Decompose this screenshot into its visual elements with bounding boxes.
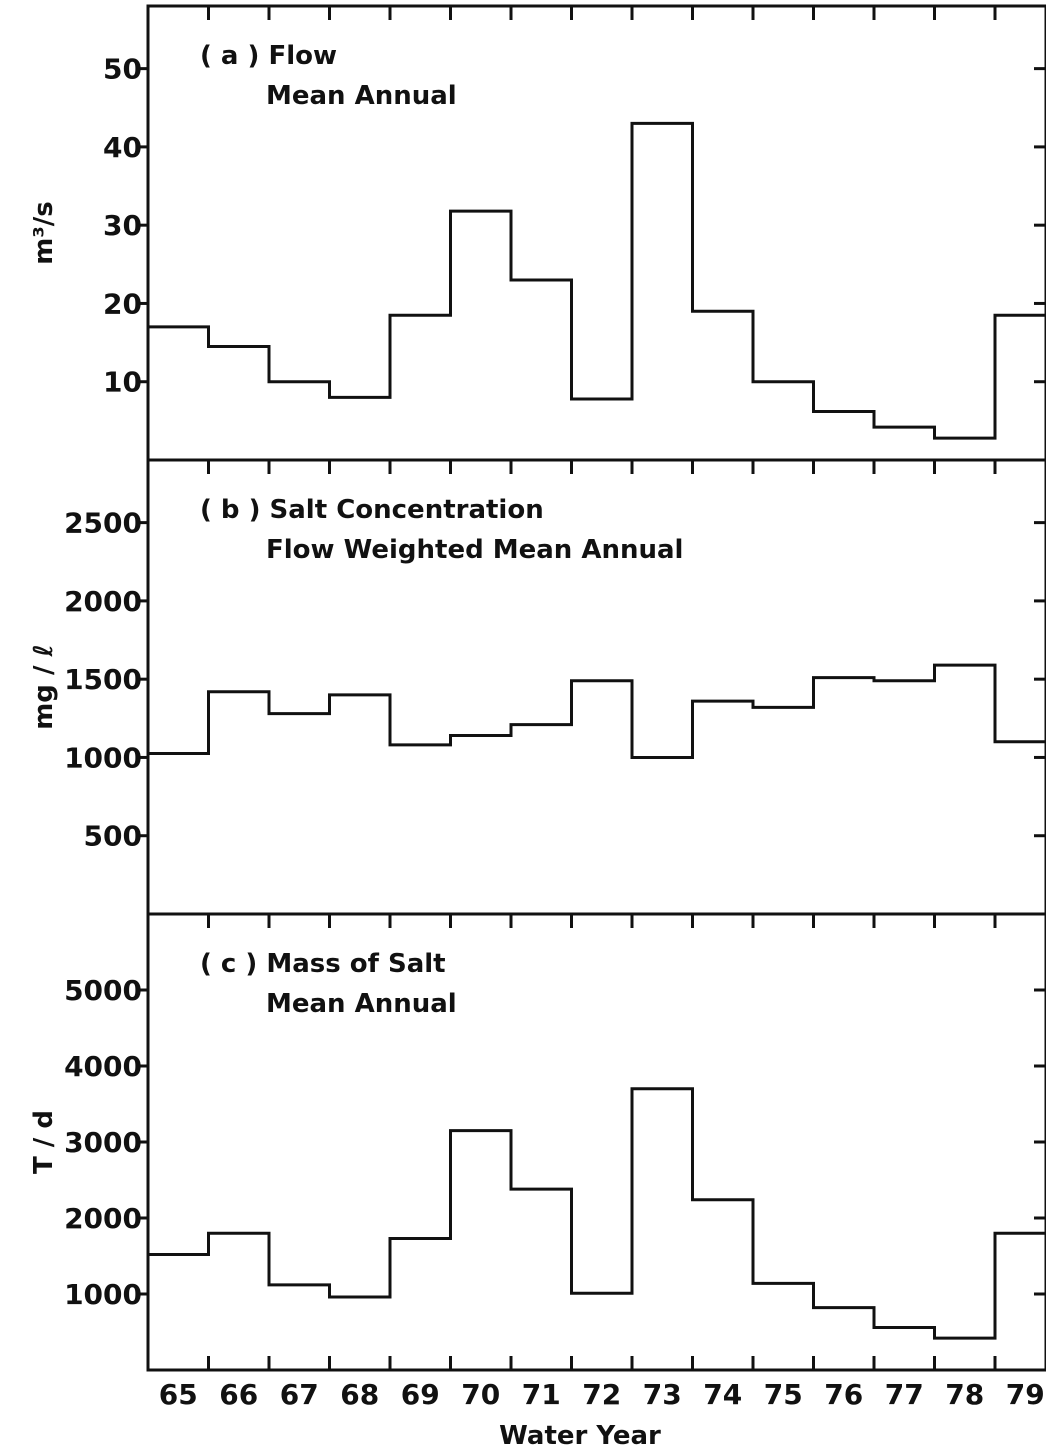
flow-panel-subtitle: Mean Annual (266, 81, 457, 111)
flow-ytick-label: 50 (103, 53, 142, 86)
salt-mass-step-series (148, 1087, 1046, 1340)
x-tick-label: 74 (703, 1378, 742, 1411)
salt-mass-ytick-label: 4000 (64, 1050, 142, 1083)
salt-concentration-panel-title: ( b ) Salt Concentration (200, 495, 544, 525)
salt-mass-ytick-label: 3000 (64, 1126, 142, 1159)
flow-plot-frame (146, 4, 1046, 462)
panel-salt-mass: 1000 2000 3000 4000 5000 T / d ( c ) Mass of S… (29, 912, 1046, 1372)
salt-concentration-step-series (148, 663, 1046, 759)
x-tick-label: 65 (159, 1378, 198, 1411)
salt-concentration-y-axis-label: mg / ℓ (29, 644, 59, 730)
salt-concentration-ytick-label: 1000 (64, 741, 142, 774)
flow-ytick-label: 30 (103, 209, 142, 242)
panel-salt-concentration: 500 1000 1500 2000 2500 mg / ℓ ( b ) Salt Conc… (29, 458, 1046, 916)
salt-mass-panel-subtitle: Mean Annual (266, 989, 457, 1019)
x-tick-label: 66 (219, 1378, 258, 1411)
x-tick-label: 76 (824, 1378, 863, 1411)
salt-mass-y-axis-label: T / d (29, 1110, 59, 1174)
salt-concentration-panel-subtitle: Flow Weighted Mean Annual (266, 535, 683, 565)
salt-concentration-ytick-label: 1500 (64, 663, 142, 696)
flow-panel-title: ( a ) Flow (200, 41, 337, 71)
flow-ytick-label: 10 (103, 366, 142, 399)
salt-mass-ytick-label: 1000 (64, 1278, 142, 1311)
x-tick-label: 69 (401, 1378, 440, 1411)
salt-concentration-plot-frame (146, 458, 1046, 916)
salt-mass-ytick-label: 5000 (64, 974, 142, 1007)
panels: 10 20 30 40 50 m³/s ( a ) Flow Mean Annual 500 10… (29, 4, 1046, 1372)
x-tick-label: 67 (280, 1378, 319, 1411)
panel-flow: 10 20 30 40 50 m³/s ( a ) Flow Mean Annual (29, 4, 1046, 462)
x-tick-label: 79 (1006, 1378, 1045, 1411)
flow-ytick-label: 40 (103, 131, 142, 164)
x-tick-label: 70 (461, 1378, 500, 1411)
x-tick-label: 75 (764, 1378, 803, 1411)
salt-mass-ytick-label: 2000 (64, 1202, 142, 1235)
flow-step-series (148, 121, 1046, 440)
x-tick-label: 77 (885, 1378, 924, 1411)
salt-mass-plot-frame (146, 912, 1046, 1372)
salt-concentration-ytick-label: 2000 (64, 585, 142, 618)
flow-y-axis-label: m³/s (29, 201, 59, 264)
salt-concentration-ytick-label: 2500 (64, 507, 142, 540)
x-tick-label: 71 (522, 1378, 561, 1411)
x-tick-label: 78 (945, 1378, 984, 1411)
salt-mass-panel-title: ( c ) Mass of Salt (200, 949, 446, 979)
x-axis-label: Water Year (499, 1421, 661, 1451)
salt-concentration-ytick-label: 500 (84, 820, 142, 853)
x-tick-label: 72 (582, 1378, 621, 1411)
x-axis: 65 66 67 68 69 70 71 72 73 74 75 76 77 78 79 Water Year (159, 1378, 1045, 1451)
x-tick-label: 73 (643, 1378, 682, 1411)
flow-ytick-label: 20 (103, 287, 142, 320)
x-tick-label: 68 (340, 1378, 379, 1411)
